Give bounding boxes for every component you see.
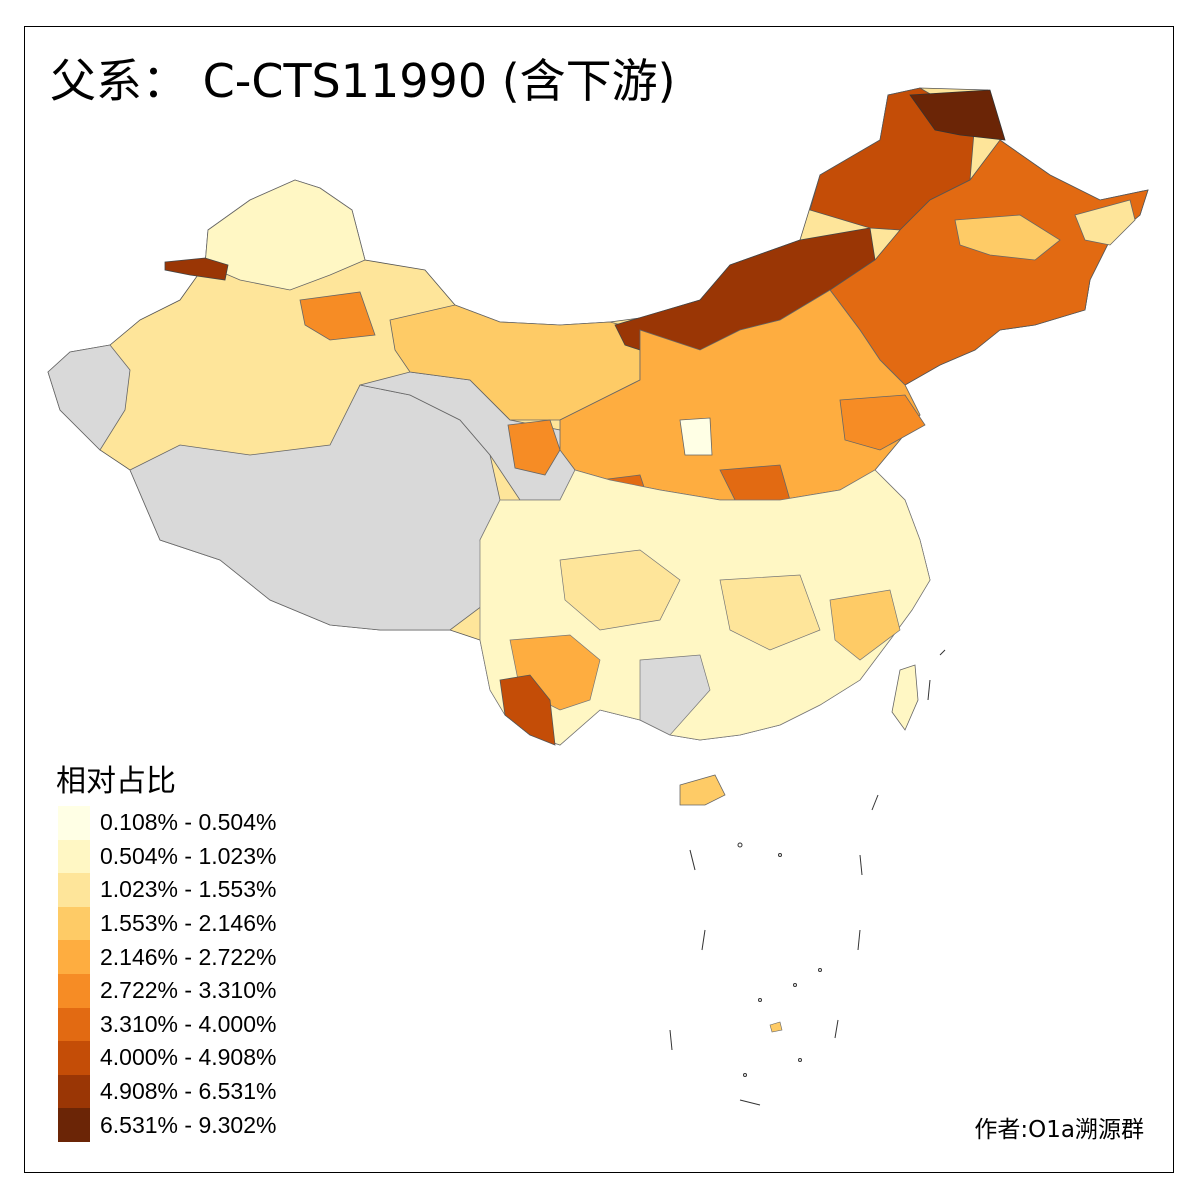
region-hainan (679, 774, 726, 806)
region-heilongjiang-top (909, 89, 1006, 141)
region-taiwan (891, 664, 919, 731)
legend-item: 2.722% - 3.310% (58, 973, 277, 1008)
legend-label: 0.504% - 1.023% (100, 842, 277, 869)
author-credit: 作者:O1a溯源群 (974, 1117, 1144, 1143)
legend-swatch (58, 1074, 90, 1109)
legend-swatch (58, 973, 90, 1008)
legend-label: 2.722% - 3.310% (100, 977, 277, 1004)
legend-label: 1.553% - 2.146% (100, 910, 277, 937)
region-xinjiang-dark (164, 257, 229, 281)
legend-swatch (58, 906, 90, 941)
legend: 0.108% - 0.504% 0.504% - 1.023% 1.023% - 1… (58, 806, 276, 1142)
region-hunan-light (719, 574, 821, 651)
region-guangxi-grey (639, 654, 711, 736)
legend-item: 4.000% - 4.908% (58, 1041, 276, 1075)
legend-item: 0.504% - 1.023% (58, 839, 277, 874)
region-xinjiang-orange (299, 291, 376, 341)
legend-label: 3.310% - 4.000% (100, 1010, 277, 1037)
legend-item: 6.531% - 9.302% (58, 1108, 276, 1142)
legend-label: 0.108% - 0.504% (100, 809, 277, 836)
legend-item: 3.310% - 4.000% (58, 1007, 277, 1042)
legend-item: 0.108% - 0.504% (58, 806, 276, 840)
south-china-sea-islands (669, 649, 946, 1106)
legend-label: 4.000% - 4.908% (100, 1044, 277, 1071)
region-liaoning-light (1074, 199, 1136, 246)
region-xinjiang-north (204, 179, 366, 291)
legend-item: 1.553% - 2.146% (58, 906, 277, 941)
legend-item: 4.908% - 6.531% (58, 1074, 277, 1109)
legend-swatch (58, 839, 90, 874)
legend-item: 1.023% - 1.553% (58, 873, 276, 907)
map-frame (24, 26, 1174, 1173)
legend-swatch (58, 940, 90, 974)
legend-label: 1.023% - 1.553% (100, 876, 277, 903)
region-nansha-island (769, 1021, 783, 1033)
legend-swatch (58, 1108, 90, 1142)
legend-swatch (58, 1041, 90, 1075)
legend-title: 相对占比 (56, 764, 176, 799)
region-nodata-west (47, 344, 131, 451)
legend-label: 4.908% - 6.531% (100, 1078, 277, 1105)
region-shandong-orange (839, 394, 926, 451)
region-fujian-light (829, 589, 901, 661)
map-title: 父系： C-CTS11990 (含下游) (50, 54, 676, 108)
region-jilin-light (954, 214, 1061, 261)
legend-item: 2.146% - 2.722% (58, 940, 276, 974)
legend-swatch (58, 806, 90, 840)
legend-swatch (58, 1007, 90, 1042)
region-qinghai-orange (507, 419, 561, 476)
legend-label: 2.146% - 2.722% (100, 943, 277, 970)
legend-label: 6.531% - 9.302% (100, 1111, 277, 1138)
region-sichuan-light (559, 549, 681, 631)
region-yunnan-dark (499, 674, 556, 746)
region-shanxi-pale (679, 417, 713, 456)
legend-swatch (58, 873, 90, 907)
